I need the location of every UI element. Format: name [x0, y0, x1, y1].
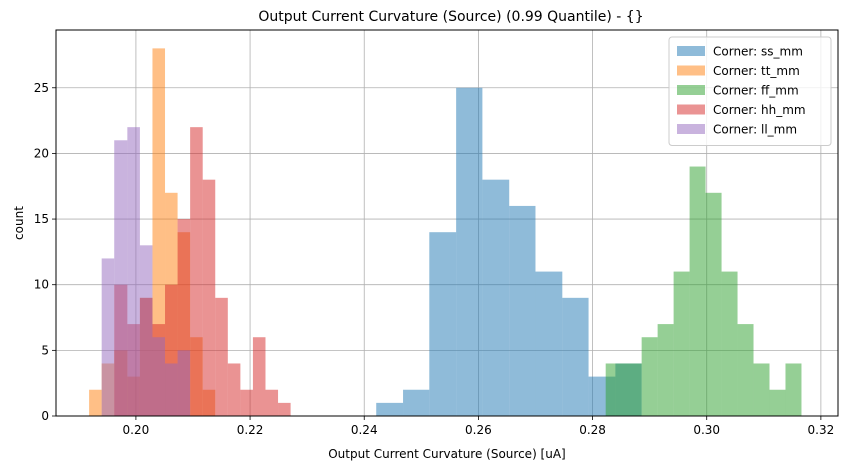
histogram-bar [721, 271, 738, 416]
histogram-bar [278, 402, 291, 416]
legend-label: Corner: ll_mm [713, 123, 797, 137]
histogram-bar [482, 179, 510, 416]
legend-label: Corner: tt_mm [713, 64, 800, 78]
histogram-bar [737, 324, 754, 416]
histogram-bar [165, 363, 178, 416]
histogram-bar [101, 258, 115, 416]
histogram-bar [562, 297, 589, 416]
y-tick-label: 10 [34, 278, 49, 292]
histogram-bar [139, 245, 153, 416]
y-tick-label: 0 [41, 409, 49, 423]
histogram-bar [265, 389, 279, 416]
x-tick-label: 0.32 [808, 423, 835, 437]
histogram-bar [89, 389, 102, 416]
legend: Corner: ss_mm Corner: tt_mm Corner: ff_mm C… [668, 36, 832, 146]
chart-title: Output Current Curvature (Source) (0.99 … [258, 9, 643, 25]
histogram-bar [429, 232, 457, 416]
legend-swatch [677, 65, 705, 76]
histogram-bar [215, 297, 228, 416]
histogram-bar [509, 205, 536, 416]
plot-frame [55, 29, 839, 417]
legend-label: Corner: ff_mm [713, 84, 799, 98]
legend-swatch [677, 85, 705, 95]
x-tick-label: 0.28 [579, 423, 606, 437]
series-2 [605, 166, 802, 416]
histogram-bar [657, 324, 674, 416]
series-0 [376, 87, 642, 416]
histogram-bar [605, 363, 642, 416]
y-tick-label: 15 [34, 212, 49, 226]
legend-label: Corner: ss_mm [713, 45, 803, 59]
y-tick-label: 25 [34, 81, 49, 95]
series-4 [101, 127, 191, 417]
histogram-bar [403, 389, 430, 416]
y-tick-label: 20 [34, 146, 49, 160]
histogram-bar [641, 337, 658, 416]
histogram-bars [89, 48, 802, 417]
histogram-bar [785, 363, 802, 416]
x-tick-label: 0.26 [465, 423, 492, 437]
x-tick-label: 0.24 [351, 423, 378, 437]
histogram-bar [376, 402, 404, 416]
x-axis-title: Output Current Curvature (Source) [uA] [328, 447, 566, 461]
x-tick-label: 0.22 [237, 423, 264, 437]
y-axis-title: count [12, 206, 26, 240]
y-axis-ticks: 0 5 10 15 20 25 [34, 81, 56, 423]
x-axis-ticks: 0.20 0.22 0.24 0.26 0.28 0.30 0.32 [123, 416, 835, 437]
legend-swatch [677, 104, 705, 115]
legend-box [668, 36, 832, 146]
legend-label: Corner: hh_mm [713, 103, 806, 117]
histogram-bar [240, 389, 253, 416]
legend-swatch [677, 124, 705, 134]
histogram-bar [673, 271, 690, 416]
histogram-bar [202, 179, 216, 416]
histogram-bar [127, 127, 140, 416]
histogram-bar [456, 87, 483, 416]
histogram-bar [227, 363, 241, 416]
histogram-bar [769, 389, 786, 416]
histogram-bar [252, 337, 266, 416]
histogram-bar [689, 166, 706, 416]
histogram-bar [152, 337, 166, 416]
histogram-bar [753, 363, 770, 416]
histogram-bar [177, 350, 191, 416]
histogram-bar [190, 127, 203, 416]
histogram-bar [535, 271, 563, 416]
histogram-bar [114, 140, 128, 417]
x-tick-label: 0.30 [693, 423, 720, 437]
y-tick-label: 5 [41, 343, 49, 357]
histogram-bar [705, 192, 722, 416]
x-tick-label: 0.20 [123, 423, 150, 437]
legend-swatch [677, 46, 705, 56]
